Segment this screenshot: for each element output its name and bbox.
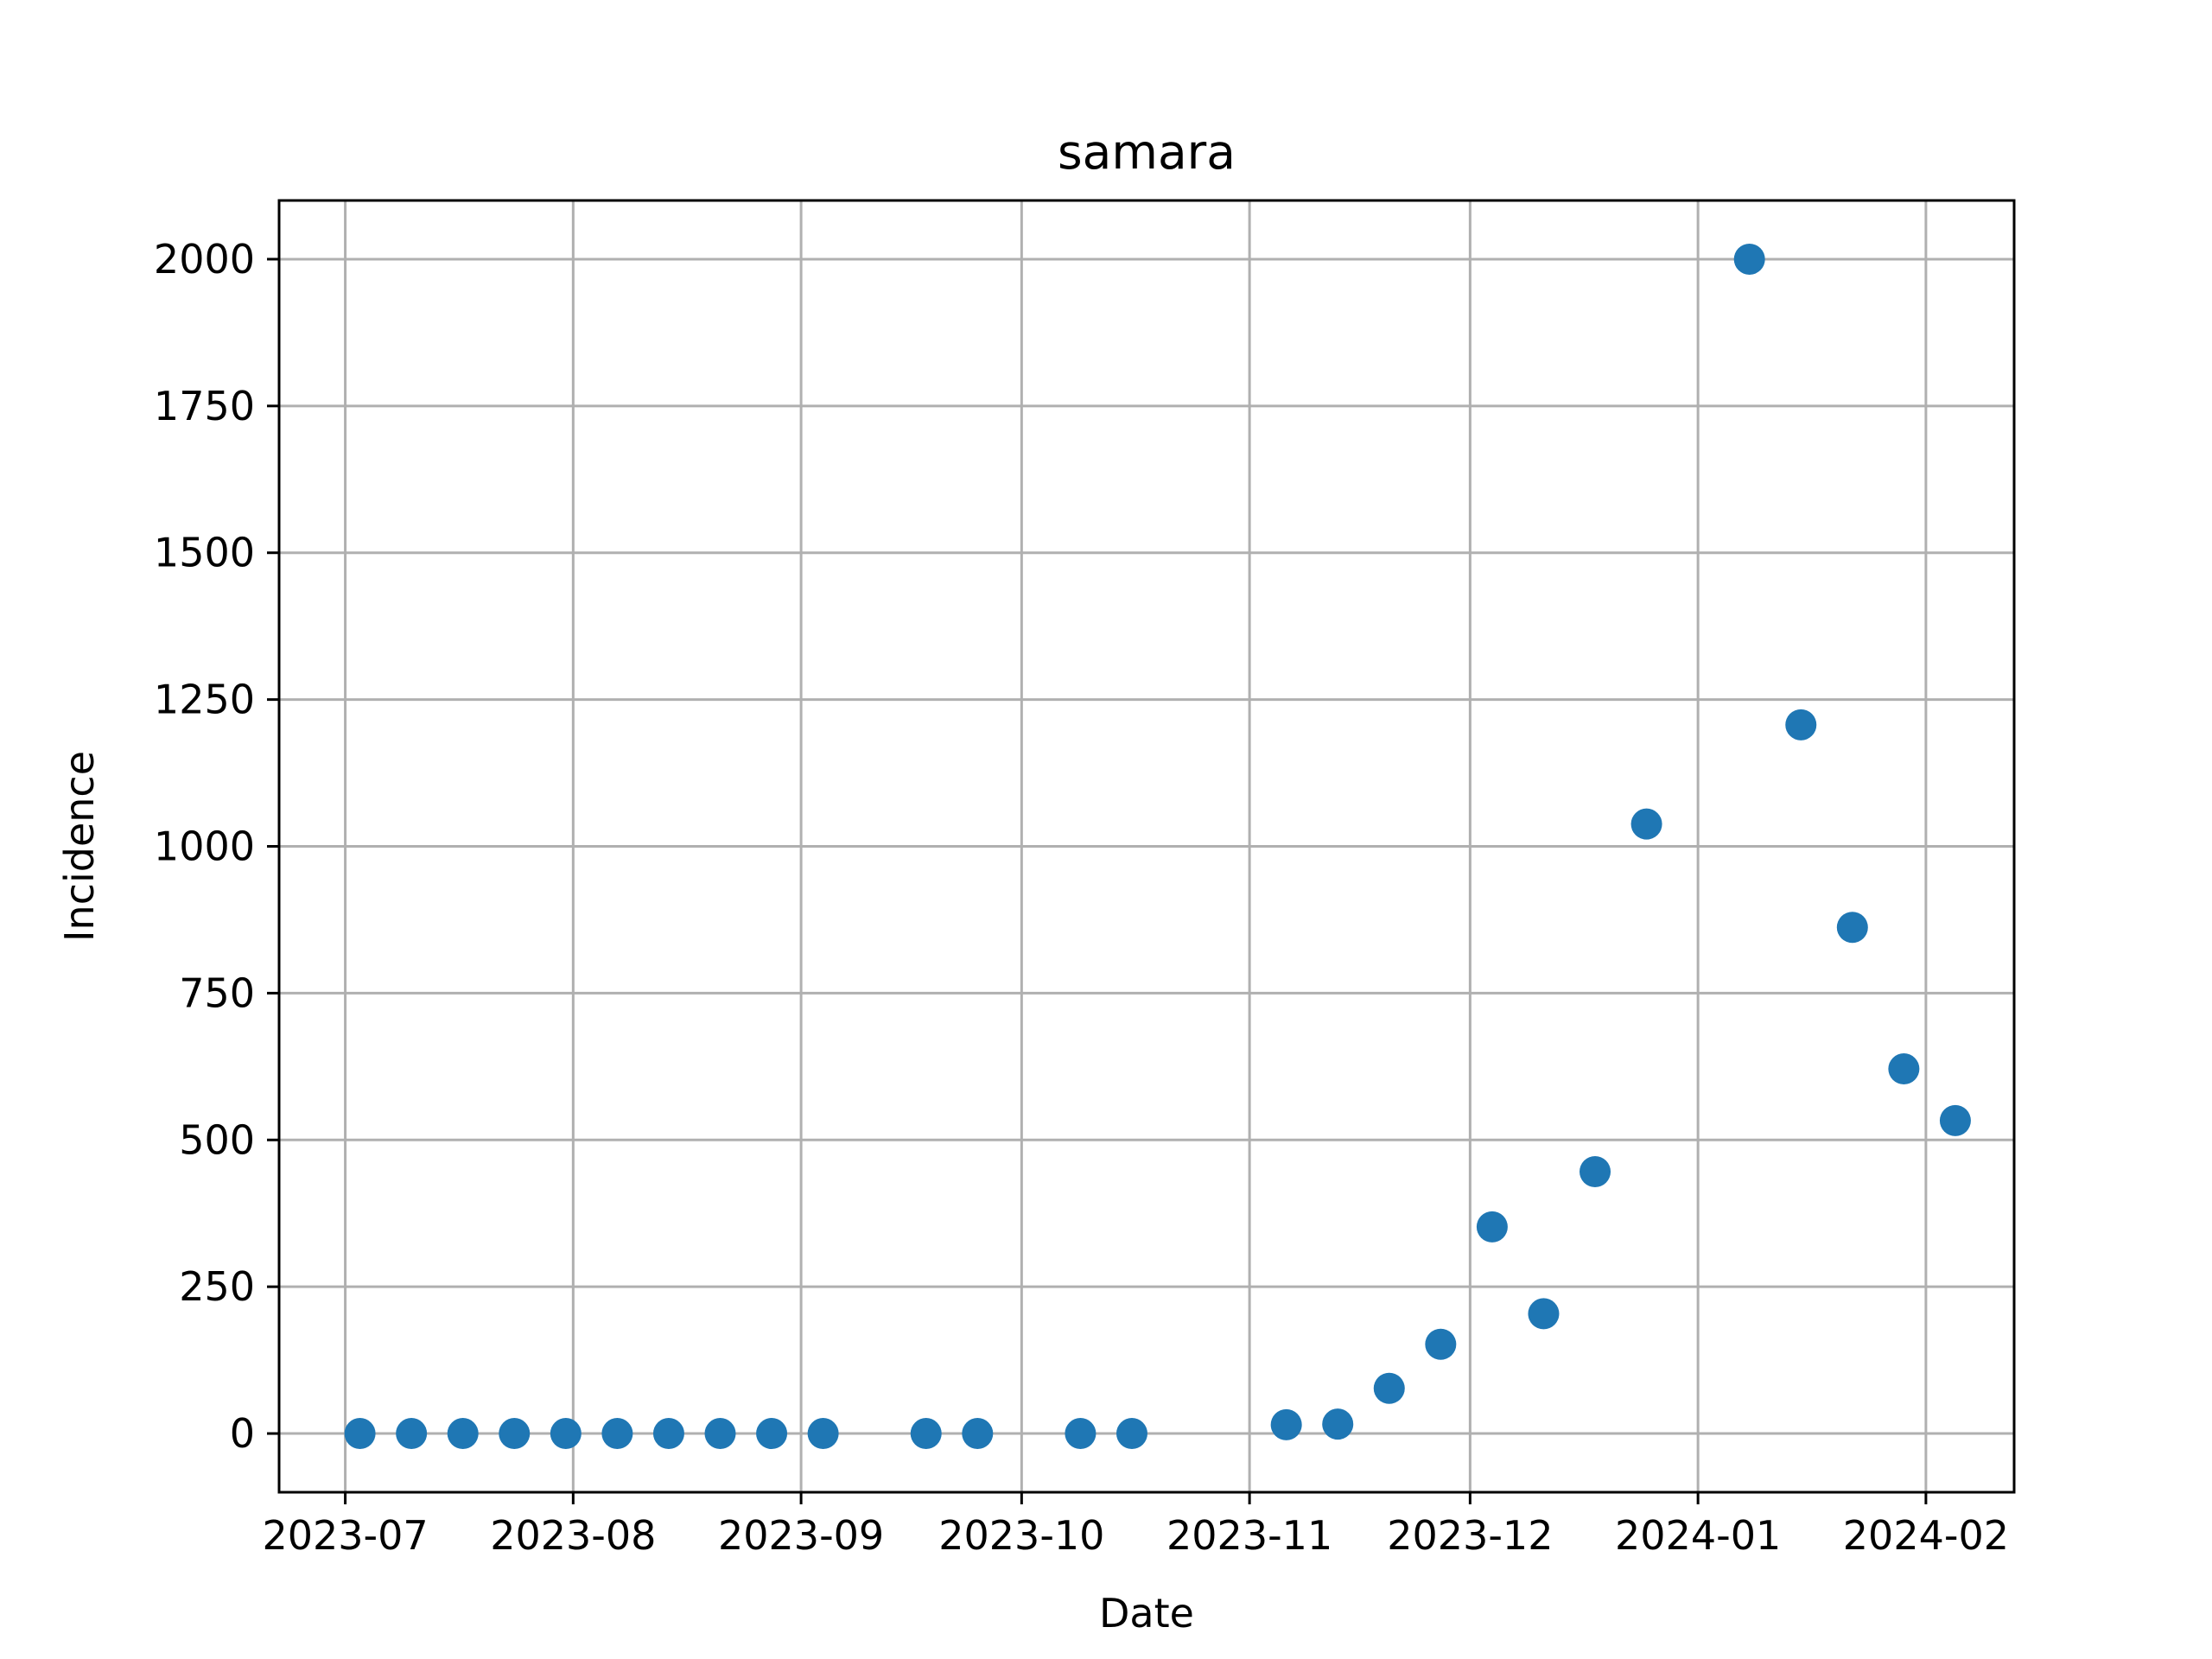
data-point (1065, 1418, 1096, 1450)
data-point (499, 1418, 531, 1450)
x-tick-label: 2024-01 (1615, 1512, 1781, 1559)
data-point (910, 1418, 942, 1450)
y-tick-label: 250 (179, 1263, 255, 1310)
x-tick-label: 2023-10 (938, 1512, 1104, 1559)
y-tick-label: 1000 (154, 823, 255, 870)
x-tick-label: 2023-12 (1387, 1512, 1553, 1559)
data-point (1322, 1408, 1354, 1440)
x-tick-label: 2023-07 (262, 1512, 428, 1559)
y-tick-label: 1500 (154, 530, 255, 576)
data-point (447, 1418, 479, 1450)
data-point (1630, 808, 1662, 840)
data-point (1733, 243, 1765, 275)
y-tick-label: 0 (230, 1410, 255, 1457)
scatter-points (344, 243, 1971, 1450)
data-point (1785, 709, 1817, 741)
x-tick-label: 2023-08 (490, 1512, 656, 1559)
data-point (550, 1418, 582, 1450)
x-tick-label: 2023-11 (1166, 1512, 1332, 1559)
data-point (1425, 1328, 1457, 1360)
grid (279, 200, 2014, 1492)
data-point (601, 1418, 633, 1450)
y-tick-label: 1250 (154, 677, 255, 723)
data-point (1888, 1053, 1920, 1085)
data-point (807, 1418, 839, 1450)
x-tick-label: 2023-09 (718, 1512, 884, 1559)
data-point (1373, 1372, 1405, 1404)
chart-title: samara (1058, 124, 1236, 180)
data-point (1580, 1155, 1611, 1187)
data-point (396, 1418, 428, 1450)
axis-ticks: 2023-07 2023-08 2023-09 2023-10 2023-11 2023-… (154, 236, 2009, 1559)
data-point (652, 1418, 684, 1450)
y-tick-label: 1750 (154, 383, 255, 429)
x-tick-label: 2024-02 (1843, 1512, 2009, 1559)
data-point (1270, 1408, 1302, 1440)
y-axis-label: Incidence (56, 751, 103, 942)
y-tick-label: 750 (179, 969, 255, 1016)
data-point (704, 1418, 736, 1450)
data-point (1116, 1418, 1147, 1450)
y-tick-label: 500 (179, 1116, 255, 1163)
data-point (1939, 1104, 1971, 1136)
data-point (344, 1418, 376, 1450)
x-axis-label: Date (1099, 1590, 1194, 1637)
data-point (962, 1418, 994, 1450)
y-tick-label: 2000 (154, 236, 255, 283)
data-point (1836, 912, 1868, 944)
data-point (1476, 1211, 1508, 1243)
data-point (1528, 1298, 1560, 1330)
data-point (756, 1418, 788, 1450)
